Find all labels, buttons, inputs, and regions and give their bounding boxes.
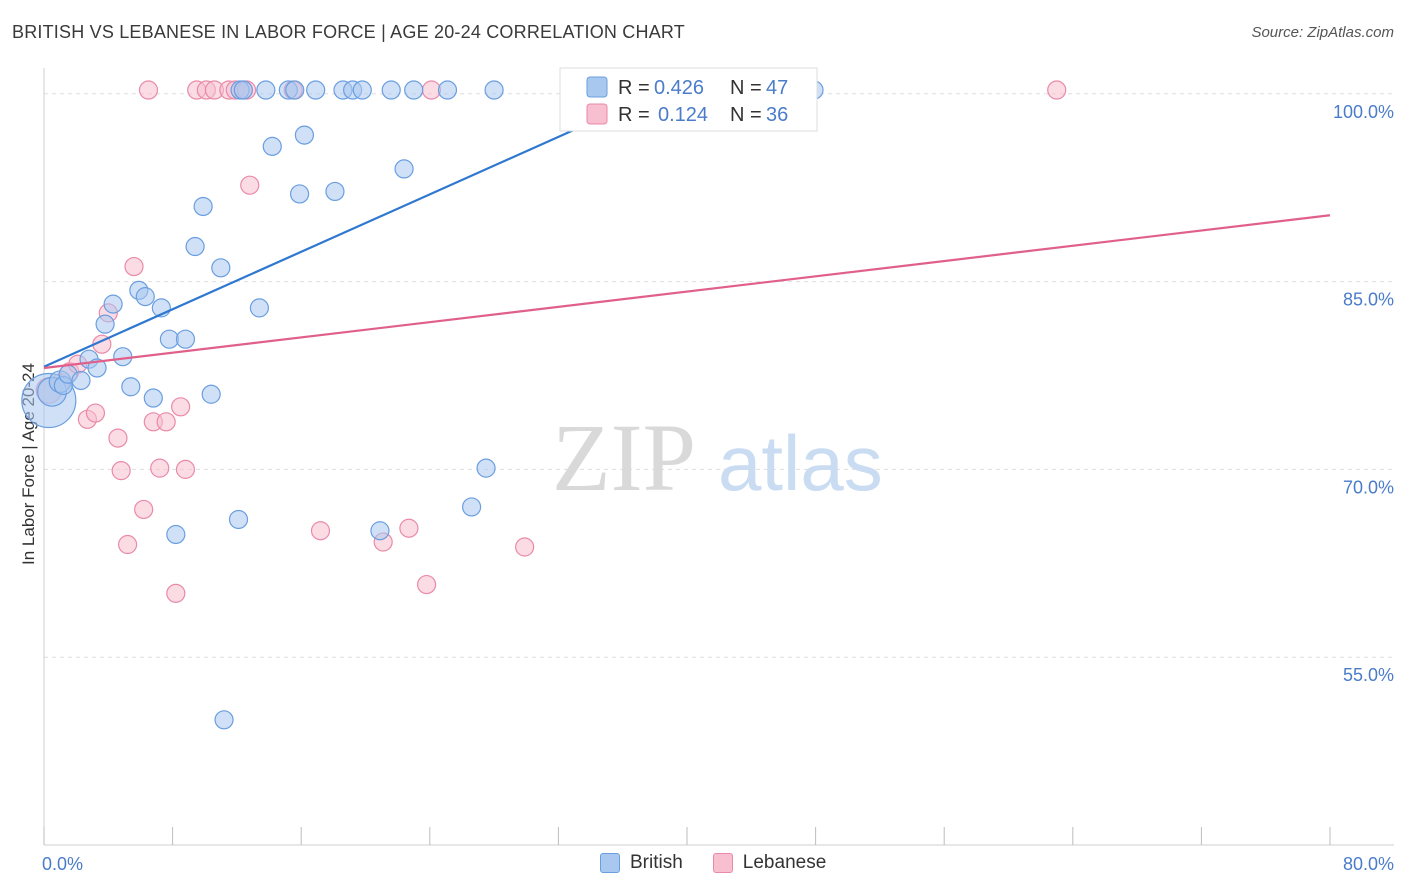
british-point [256, 80, 276, 100]
british-point [201, 384, 221, 404]
lebanese-point [134, 499, 154, 520]
british-point [461, 497, 482, 517]
british-trendline [43, 92, 656, 368]
british-point [143, 388, 163, 408]
trendlines [43, 92, 1331, 370]
lebanese-point [111, 461, 131, 481]
x-tick-label: 80.0% [1343, 854, 1394, 874]
legend-lebanese-n-label: N = [730, 104, 762, 126]
lebanese-point [117, 534, 138, 555]
british-point [476, 458, 496, 478]
british-point [437, 80, 458, 100]
british-point [285, 80, 305, 100]
bottom-legend-british-label: British [630, 852, 683, 873]
bottom-legend-british: British [600, 852, 683, 874]
british-points [21, 80, 824, 730]
british-point [113, 347, 133, 367]
legend-lebanese-n-value: 36 [766, 104, 788, 126]
lebanese-point [150, 458, 170, 478]
legend-british-n-label: N = [730, 77, 762, 99]
lebanese-point [1047, 80, 1067, 100]
british-point [71, 370, 91, 391]
legend-lebanese-swatch [586, 103, 608, 125]
british-point [352, 80, 372, 100]
british-point [166, 524, 186, 545]
lebanese-point [166, 583, 186, 603]
legend: R = 0.426 N = 47 R = 0.124 N = 36 [559, 67, 818, 132]
lebanese-point [421, 80, 442, 100]
british-point [228, 509, 249, 530]
lebanese-point [175, 459, 196, 479]
watermark-zip: ZIP [552, 404, 696, 511]
lebanese-point [515, 537, 535, 557]
y-tick-label: 100.0% [1333, 102, 1394, 122]
lebanese-point [416, 574, 437, 595]
british-point [193, 196, 213, 217]
legend-lebanese-r-label: R = [618, 104, 650, 126]
legend-british-swatch [586, 76, 608, 98]
legend-lebanese-r-value: 0.124 [658, 104, 708, 126]
watermark: ZIP atlas [552, 404, 883, 511]
british-point [185, 236, 205, 257]
legend-british-r-label: R = [618, 77, 650, 99]
british-point [159, 329, 179, 349]
british-point [294, 125, 315, 145]
x-tick-label: 0.0% [42, 854, 83, 874]
bottom-legend-british-swatch [600, 853, 620, 873]
chart-title: BRITISH VS LEBANESE IN LABOR FORCE | AGE… [12, 22, 685, 42]
british-point [306, 80, 326, 100]
lebanese-point [138, 80, 159, 100]
british-point [87, 358, 107, 378]
lebanese-trendline [43, 214, 1331, 370]
british-point [121, 377, 141, 397]
british-point [262, 136, 282, 156]
british-point [484, 80, 504, 100]
axes [43, 68, 1394, 846]
british-point [404, 80, 424, 100]
lebanese-point [240, 175, 260, 195]
y-tick-label: 70.0% [1343, 477, 1394, 497]
british-point [325, 181, 345, 202]
lebanese-point [156, 412, 176, 432]
watermark-atlas: atlas [718, 419, 883, 507]
british-point [394, 159, 414, 179]
british-point [103, 294, 123, 314]
y-tick-label: 85.0% [1343, 290, 1394, 310]
british-point [233, 80, 253, 100]
lebanese-point [85, 403, 106, 423]
source-label: Source: ZipAtlas.com [1251, 24, 1394, 41]
bottom-legend: British Lebanese [600, 852, 826, 874]
british-point [214, 710, 234, 730]
y-tick-label: 55.0% [1343, 665, 1394, 685]
lebanese-point [124, 256, 144, 277]
british-point [249, 298, 270, 318]
british-point [175, 329, 196, 349]
british-point [289, 184, 310, 204]
legend-british-r-value: 0.426 [654, 77, 704, 99]
lebanese-point [171, 397, 191, 417]
legend-british-n-value: 47 [766, 77, 788, 99]
british-point [381, 80, 401, 100]
british-point [95, 314, 115, 334]
lebanese-point [399, 518, 419, 538]
british-point [370, 521, 390, 541]
bottom-legend-lebanese: Lebanese [712, 852, 827, 874]
lebanese-point [108, 428, 128, 448]
x-tick-labels: 0.0% 80.0% [42, 854, 1394, 874]
bottom-legend-lebanese-swatch [712, 853, 733, 873]
lebanese-point [310, 521, 331, 541]
y-tick-labels: 100.0% 85.0% 70.0% 55.0% [1333, 102, 1394, 685]
british-point [135, 287, 155, 307]
british-point [211, 258, 231, 278]
bottom-legend-lebanese-label: Lebanese [742, 852, 827, 873]
